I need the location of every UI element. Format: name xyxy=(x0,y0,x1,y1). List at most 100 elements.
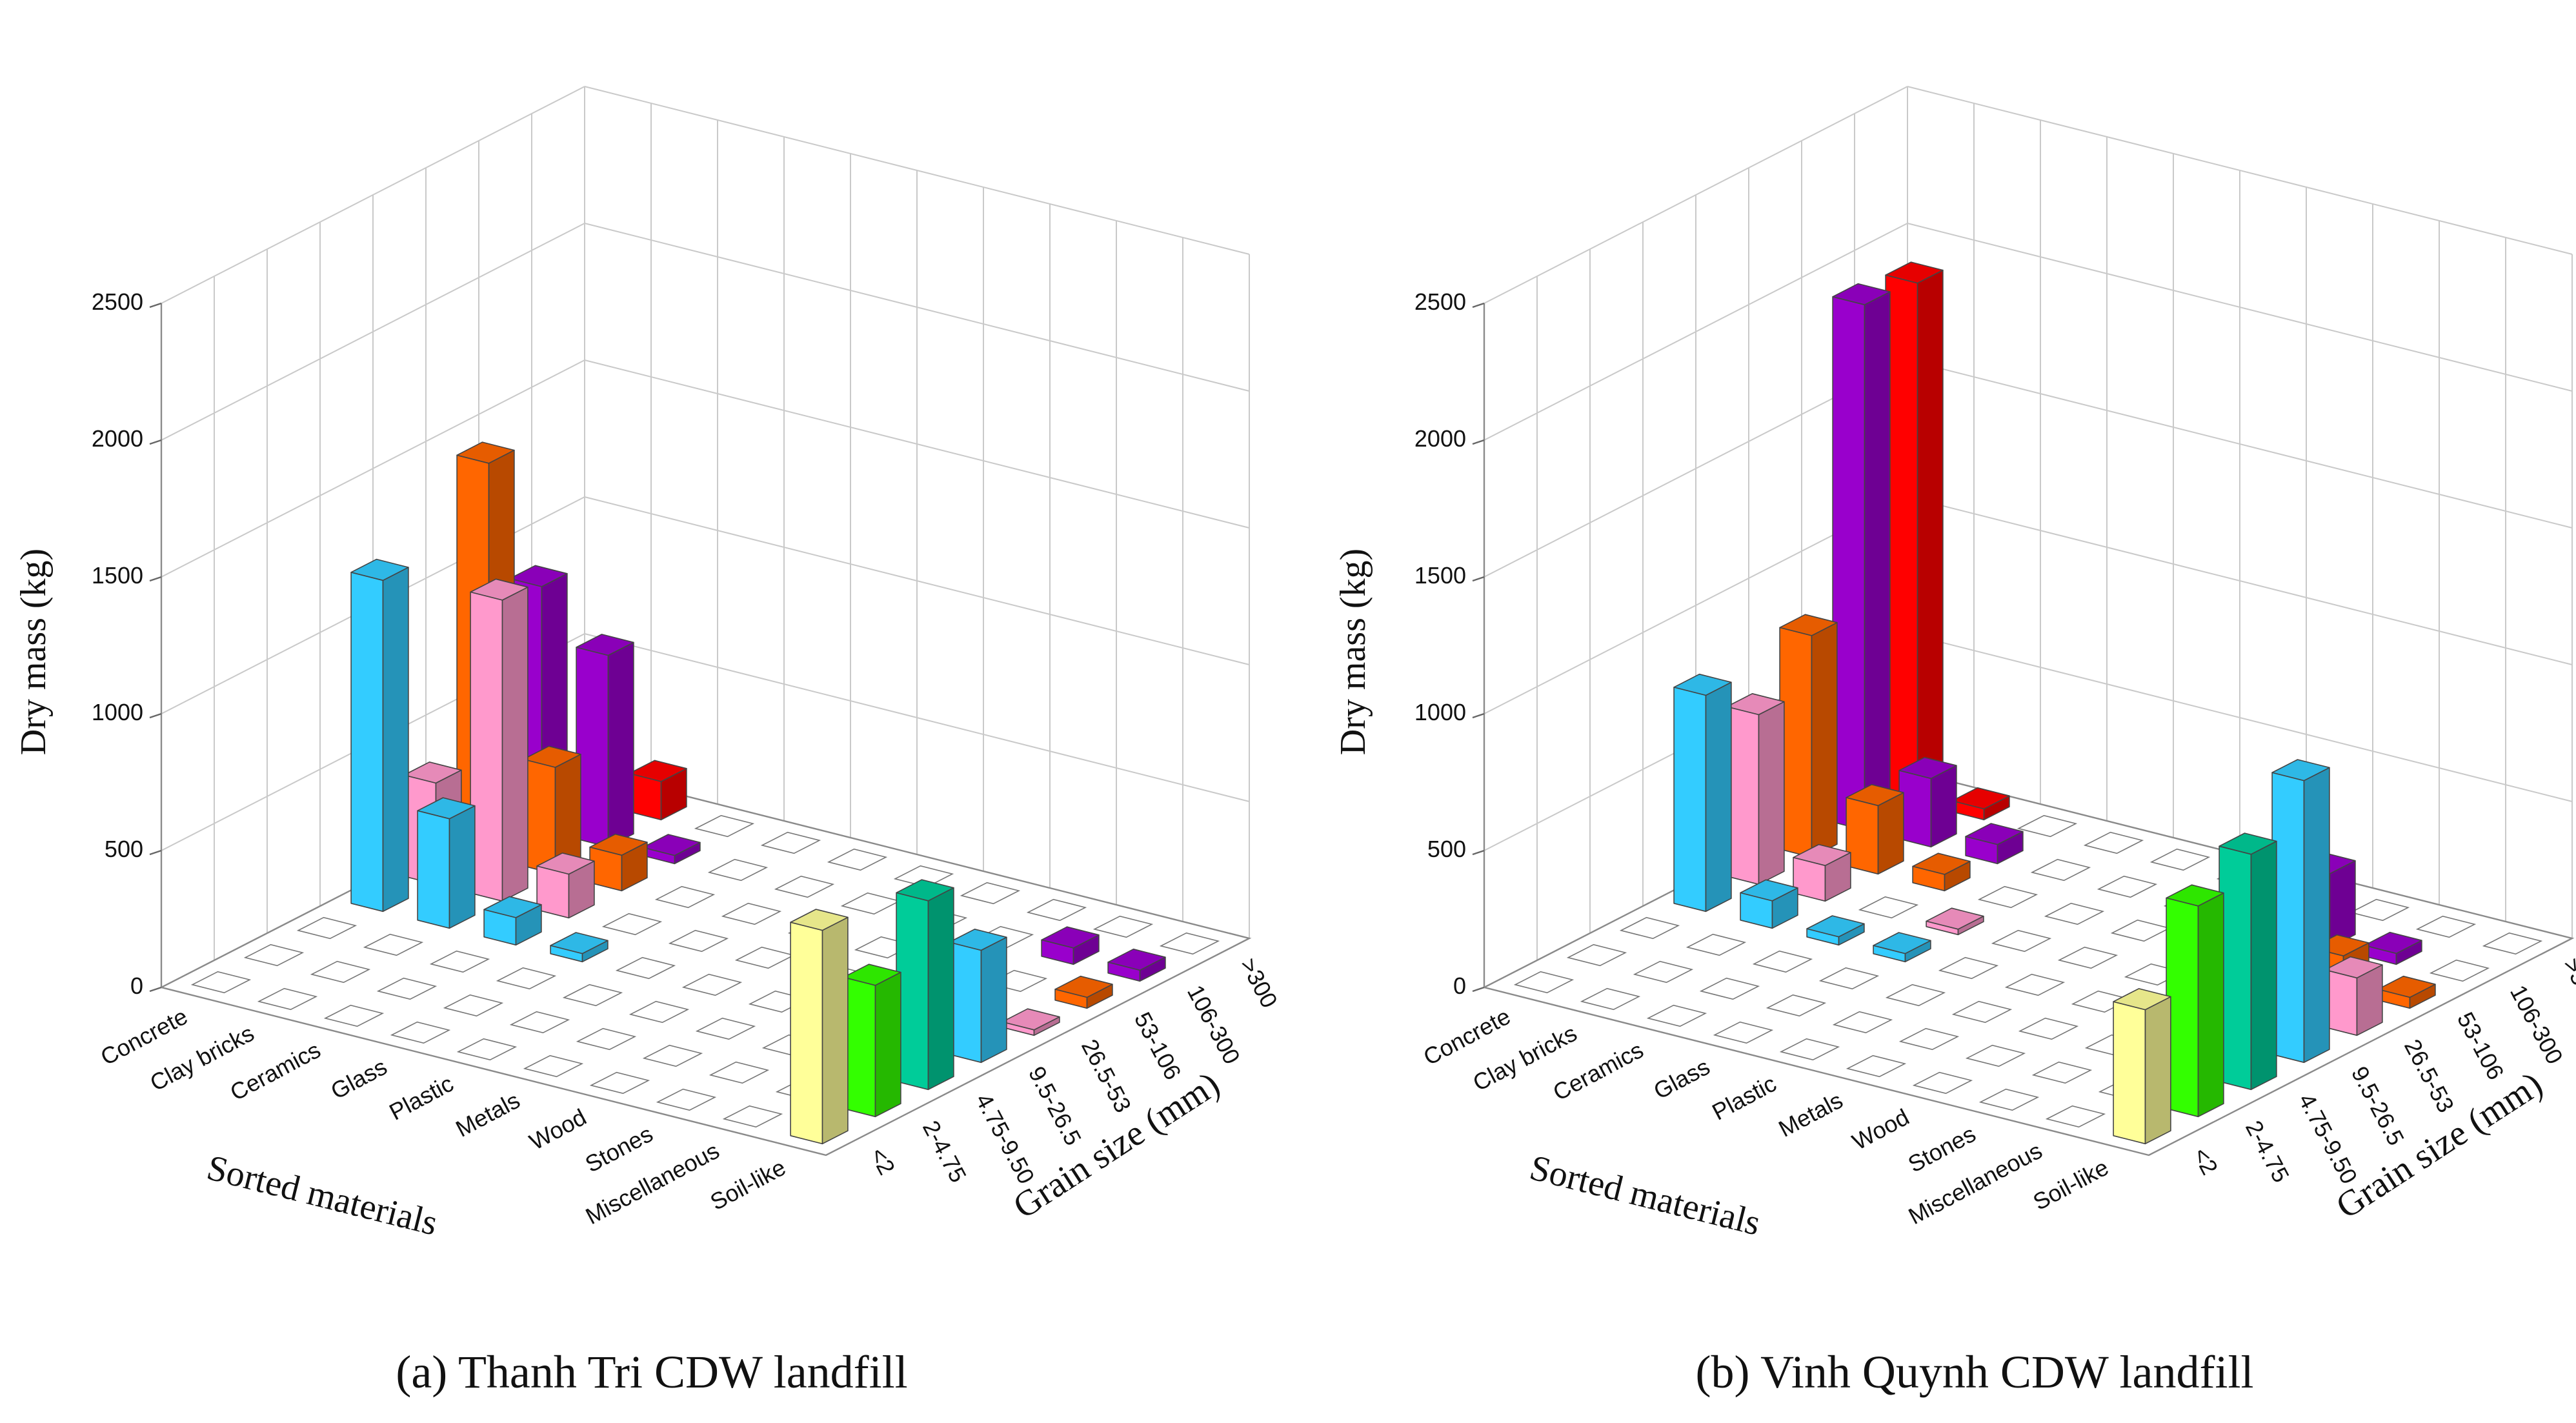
z-tick-mark xyxy=(1472,986,1485,993)
bar-side-face xyxy=(2197,892,2224,1118)
z-tick-label: 2000 xyxy=(92,425,143,452)
grain-tick-label: 4.75-9.50 xyxy=(971,1089,1040,1189)
zero-cell-ceramics-2 xyxy=(1646,1004,1707,1027)
zero-cell-plastic-26-5-53 xyxy=(668,929,729,953)
zero-cell-glass-300 xyxy=(760,831,821,854)
bar-side-face xyxy=(1705,681,1732,913)
zero-cell-wood-2 xyxy=(589,1071,650,1095)
bar-glass-9-5-26-5 xyxy=(550,932,609,963)
bar-glass-9-5-26-5 xyxy=(1873,932,1931,963)
zero-cell-metals-2-4-75 xyxy=(576,1027,637,1051)
grain-tick-label: <2 xyxy=(865,1144,900,1179)
bar-top-face xyxy=(843,964,901,986)
bar-top-face xyxy=(2219,833,2277,855)
grain-tick-label: 106-300 xyxy=(2505,981,2568,1069)
z-tick-mark xyxy=(149,302,162,308)
bar-side-face xyxy=(501,586,528,902)
zero-cell-stones-2-4-75 xyxy=(2031,1061,2093,1084)
bar-top-face xyxy=(1054,975,1113,998)
bar-top-face xyxy=(1832,283,1891,306)
z-tick-label: 500 xyxy=(105,836,143,862)
bar-top-face xyxy=(403,762,462,784)
bar-side-face xyxy=(821,916,849,1145)
bar-soil-like-2 xyxy=(2113,988,2171,1145)
bars-group xyxy=(1513,261,2543,1145)
zero-cell-soil-like-300 xyxy=(1159,932,1220,955)
zero-cell-metals-2-4-75 xyxy=(1898,1027,1960,1051)
bar-clay-bricks-53-106 xyxy=(523,745,581,875)
zero-cell-glass-4-75-9-50 xyxy=(1818,967,1880,990)
bar-top-face xyxy=(1726,693,1785,716)
bar-front-face xyxy=(1673,687,1707,913)
bar-soil-like-4-75-9-50 xyxy=(896,879,954,1091)
zero-cell-concrete-4-75-9-50 xyxy=(1619,916,1680,940)
bar-top-face xyxy=(2271,759,2330,782)
bar-top-face xyxy=(576,634,634,656)
bar-top-face xyxy=(896,879,954,902)
zero-cell-stones-2 xyxy=(656,1088,717,1111)
zero-cell-glass-2-4-75 xyxy=(443,994,504,1017)
zero-cell-stones-300 xyxy=(1026,898,1087,922)
bar-top-face xyxy=(1898,756,1957,780)
zero-cell-plastic-9-5-26-5 xyxy=(615,956,676,980)
zero-cell-metals-106-300 xyxy=(840,892,901,915)
z-tick-label: 1500 xyxy=(92,562,143,589)
bar-soil-like-26-5-53 xyxy=(1001,1008,1060,1036)
bar-top-face xyxy=(509,565,568,587)
bar-top-face xyxy=(2364,931,2422,954)
z-tick-label: 0 xyxy=(1453,973,1466,999)
bar-soil-like-9-5-26-5 xyxy=(2271,759,2330,1064)
zero-cell-plastic-300 xyxy=(2149,848,2211,871)
bar-soil-like-26-5-53 xyxy=(2324,956,2383,1036)
zero-cell-plastic-2-4-75 xyxy=(1832,1011,1893,1034)
bar-side-face xyxy=(980,936,1007,1064)
panel-b-caption: (b) Vinh Quynh CDW landfill xyxy=(1696,1346,2254,1398)
bar-top-face xyxy=(1107,948,1166,971)
bar-soil-like-2-4-75 xyxy=(2166,884,2224,1118)
bar-side-face xyxy=(448,805,476,929)
bar-top-face xyxy=(642,834,701,856)
bar-ceramics-53-106 xyxy=(589,833,648,892)
bar-top-face xyxy=(790,909,849,931)
zero-cell-plastic-9-5-26-5 xyxy=(1938,956,1999,980)
zero-cell-wood-2-4-75 xyxy=(642,1044,703,1067)
bar-top-face xyxy=(2377,975,2436,998)
zero-cell-glass-26-5-53 xyxy=(601,913,663,936)
bar-side-face xyxy=(1758,701,1785,885)
grain-tick-label: 9.5-26.5 xyxy=(1023,1062,1087,1150)
zero-cell-stones-300 xyxy=(2349,898,2410,922)
bar-top-face xyxy=(1806,915,1865,938)
bar-top-face xyxy=(1740,879,1798,902)
bar-top-face xyxy=(2324,956,2383,979)
bar-side-face xyxy=(1917,269,1944,804)
bar-miscellaneous-106-300 xyxy=(2364,931,2422,965)
bar-ceramics-9-5-26-5 xyxy=(483,896,542,946)
zero-cell-wood-2 xyxy=(1912,1071,1973,1095)
bar-top-face xyxy=(1912,853,1971,875)
zero-cell-miscellaneous-2 xyxy=(722,1105,783,1128)
bar-front-face xyxy=(2113,1001,2146,1145)
zero-cell-ceramics-2-4-75 xyxy=(376,977,438,1000)
zero-cell-metals-26-5-53 xyxy=(734,946,796,969)
bar-top-face xyxy=(949,929,1007,951)
bar-soil-like-53-106 xyxy=(2377,975,2436,1009)
bar-front-face xyxy=(790,922,823,1145)
bar-side-face xyxy=(1930,765,1957,848)
bar-top-face xyxy=(1965,823,2024,845)
bar-top-face xyxy=(1885,261,1944,284)
grain-tick-label: 4.75-9.50 xyxy=(2293,1089,2363,1189)
bar-top-face xyxy=(456,441,515,464)
grid-walls xyxy=(159,86,1252,1156)
bar-side-face xyxy=(1864,291,1891,831)
zero-cell-wood-4-75-9-50 xyxy=(2018,1017,2079,1040)
bar-side-face xyxy=(1811,621,1838,858)
zero-cell-metals-2 xyxy=(1846,1055,1907,1078)
bar-concrete-106-300 xyxy=(1832,283,1891,831)
bar-soil-like-2-4-75 xyxy=(843,964,901,1118)
bar-side-face xyxy=(2303,767,2330,1064)
zero-cell-concrete-2-4-75 xyxy=(1566,944,1627,967)
bar-side-face xyxy=(927,887,954,1091)
bar-top-face xyxy=(523,745,581,768)
